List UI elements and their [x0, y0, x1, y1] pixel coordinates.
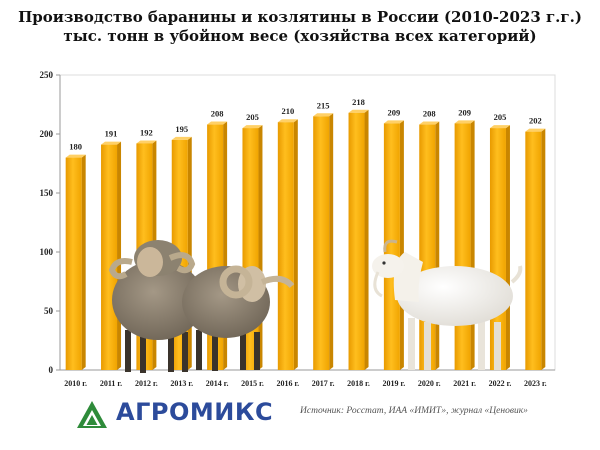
x-axis: 2010 г. 2011 г. 2012 г. 2013 г. 2014 г. 2015 … — [64, 379, 546, 388]
bar-top — [277, 119, 298, 123]
bar — [277, 122, 294, 370]
data-label: 208 — [211, 109, 224, 119]
brand-logo-icon — [77, 401, 107, 428]
bar-side — [293, 119, 298, 370]
bar-side — [81, 154, 86, 370]
data-label: 218 — [352, 97, 365, 107]
sheep-right — [182, 265, 295, 371]
bar — [383, 123, 400, 370]
data-label: 180 — [69, 142, 82, 152]
x-tick-label: 2015 г. — [241, 379, 264, 388]
bar — [454, 123, 471, 370]
bar — [348, 112, 365, 370]
x-tick-label: 2010 г. — [64, 379, 87, 388]
bar-top — [383, 120, 404, 124]
bar-group: 209 — [454, 107, 475, 370]
bar-side — [187, 136, 192, 370]
x-tick-label: 2021 г. — [453, 379, 476, 388]
x-tick-label: 2023 г. — [524, 379, 547, 388]
bar-top — [242, 125, 263, 129]
bar-side — [364, 109, 369, 370]
bar-group: 218 — [348, 97, 369, 370]
data-label: 209 — [458, 107, 471, 117]
bar-group: 210 — [277, 106, 298, 370]
bar-group: 191 — [101, 129, 122, 370]
bar-top — [171, 136, 192, 140]
x-tick-label: 2020 г. — [418, 379, 441, 388]
bar-side — [541, 128, 546, 370]
y-tick-label: 100 — [40, 247, 54, 257]
data-label: 191 — [105, 129, 118, 139]
bar — [101, 144, 118, 370]
data-label: 202 — [529, 116, 542, 126]
bar — [65, 157, 82, 370]
y-tick-label: 0 — [49, 365, 54, 375]
x-tick-label: 2011 г. — [100, 379, 122, 388]
data-label: 210 — [281, 106, 294, 116]
y-tick-label: 150 — [40, 188, 54, 198]
x-tick-label: 2012 г. — [135, 379, 158, 388]
y-tick-label: 50 — [44, 306, 54, 316]
bar-top — [65, 154, 86, 158]
sheep-illustration — [108, 240, 295, 373]
x-tick-label: 2017 г. — [312, 379, 335, 388]
bar-top — [454, 120, 475, 124]
bar-side — [505, 125, 510, 370]
bar-group: 209 — [383, 107, 404, 370]
x-tick-label: 2016 г. — [276, 379, 299, 388]
bar-group: 180 — [65, 142, 86, 370]
bar-side — [470, 120, 475, 370]
bar-top — [348, 109, 369, 113]
data-label: 209 — [388, 107, 401, 117]
bar-top — [489, 125, 510, 129]
data-label: 205 — [246, 112, 259, 122]
bar-group: 215 — [313, 100, 334, 371]
brand-name: АГРОМИКС — [116, 398, 274, 426]
data-label: 208 — [423, 109, 436, 119]
x-tick-label: 2013 г. — [170, 379, 193, 388]
data-label: 205 — [494, 112, 507, 122]
data-label: 192 — [140, 127, 153, 137]
x-tick-label: 2014 г. — [206, 379, 229, 388]
bar-top — [136, 140, 157, 144]
bar-side — [117, 141, 122, 370]
source-note: Источник: Росстат, ИАА «ИМИТ», журнал «Ц… — [300, 406, 528, 416]
y-axis: 0 50 100 150 200 250 — [40, 70, 60, 375]
data-label: 195 — [175, 124, 188, 134]
bar — [313, 116, 330, 370]
chart-title: Производство баранины и козлятины в Росс… — [0, 8, 600, 46]
goat-illustration — [372, 239, 523, 370]
bar-top — [419, 121, 440, 125]
bar-side — [435, 121, 440, 370]
bar-side — [399, 120, 404, 370]
y-tick-label: 250 — [40, 70, 54, 80]
bar-top — [101, 141, 122, 145]
x-tick-label: 2019 г. — [383, 379, 406, 388]
data-label: 215 — [317, 100, 330, 110]
x-tick-label: 2022 г. — [489, 379, 512, 388]
title-line-1: Производство баранины и козлятины в Росс… — [18, 8, 582, 26]
x-tick-label: 2018 г. — [347, 379, 370, 388]
bar-top — [207, 121, 228, 125]
bar-group: 202 — [525, 116, 546, 370]
bar-top — [525, 128, 546, 132]
title-line-2: тыс. тонн в убойном весе (хозяйства всех… — [63, 27, 537, 45]
bar-top — [313, 113, 334, 117]
bar — [525, 131, 542, 370]
y-tick-label: 200 — [40, 129, 54, 139]
sheep-left — [108, 240, 204, 373]
bar-side — [329, 113, 334, 371]
